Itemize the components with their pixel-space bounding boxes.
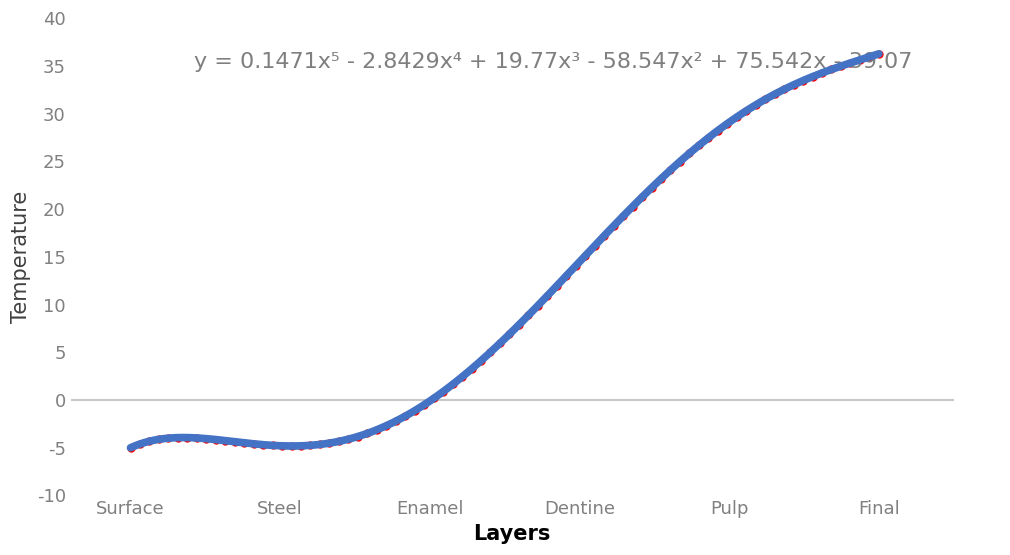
Y-axis label: Temperature: Temperature	[11, 191, 31, 323]
Text: y = 0.1471x⁵ - 2.8429x⁴ + 19.77x³ - 58.547x² + 75.542x - 39.07: y = 0.1471x⁵ - 2.8429x⁴ + 19.77x³ - 58.5…	[194, 52, 913, 72]
X-axis label: Layers: Layers	[474, 524, 550, 544]
